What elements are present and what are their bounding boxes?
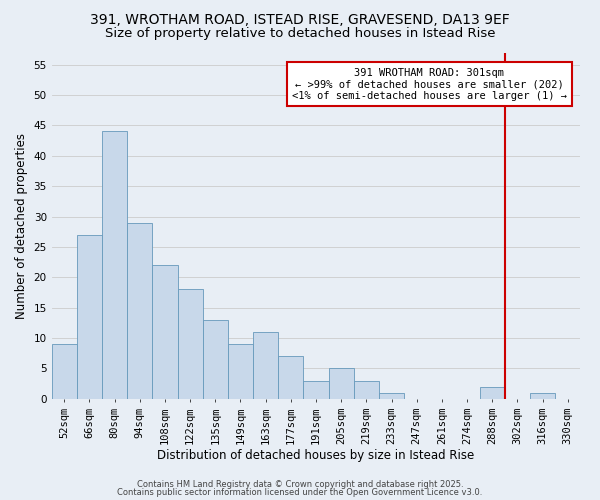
Bar (329, 368, 354, 399)
Bar (354, 380, 379, 399)
X-axis label: Distribution of detached houses by size in Istead Rise: Distribution of detached houses by size … (157, 450, 475, 462)
Text: Size of property relative to detached houses in Istead Rise: Size of property relative to detached ho… (105, 28, 495, 40)
Bar (178, 290, 203, 399)
Bar (379, 392, 404, 399)
Bar (77, 235, 102, 399)
Bar (127, 222, 152, 399)
Bar (530, 392, 555, 399)
Text: Contains public sector information licensed under the Open Government Licence v3: Contains public sector information licen… (118, 488, 482, 497)
Bar (228, 344, 253, 399)
Y-axis label: Number of detached properties: Number of detached properties (15, 132, 28, 318)
Text: 391 WROTHAM ROAD: 301sqm
← >99% of detached houses are smaller (202)
<1% of semi: 391 WROTHAM ROAD: 301sqm ← >99% of detac… (292, 68, 567, 101)
Bar (278, 356, 304, 399)
Text: 391, WROTHAM ROAD, ISTEAD RISE, GRAVESEND, DA13 9EF: 391, WROTHAM ROAD, ISTEAD RISE, GRAVESEN… (90, 12, 510, 26)
Bar (152, 265, 178, 399)
Bar (304, 380, 329, 399)
Bar (253, 332, 278, 399)
Bar (479, 386, 505, 399)
Bar (102, 132, 127, 399)
Bar (203, 320, 228, 399)
Text: Contains HM Land Registry data © Crown copyright and database right 2025.: Contains HM Land Registry data © Crown c… (137, 480, 463, 489)
Bar (52, 344, 77, 399)
